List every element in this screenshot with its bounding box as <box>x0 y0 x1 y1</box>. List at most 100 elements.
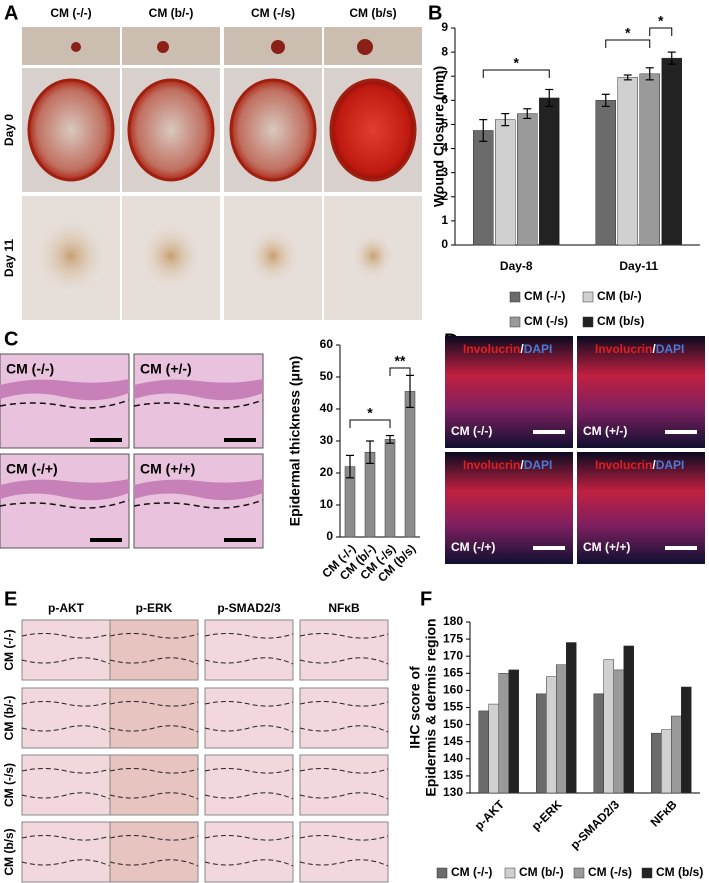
error-bar <box>623 74 632 81</box>
ihc-image <box>109 754 199 816</box>
ihc-image <box>21 687 111 749</box>
y-tick-label: 3 <box>441 165 448 179</box>
wound-mark <box>71 42 81 52</box>
fluorescence <box>445 452 573 564</box>
wound-mark <box>157 41 169 53</box>
error-bar <box>386 434 394 444</box>
annotation: * <box>367 405 373 421</box>
bar <box>384 439 396 538</box>
y-tick-label: 180 <box>443 614 463 628</box>
column-label: NFκB <box>328 601 360 615</box>
image-label: CM (+/+) <box>583 540 630 554</box>
y-tick-label: 170 <box>443 648 463 662</box>
bar <box>508 669 519 794</box>
wound-mark <box>357 39 373 55</box>
y-tick-label: 40 <box>320 401 334 415</box>
epidermis-band <box>134 479 263 501</box>
epidermis-band <box>134 379 263 401</box>
legend-swatch <box>582 291 594 303</box>
y-tick-label: 7 <box>441 68 448 82</box>
bracket <box>482 69 550 78</box>
error-bar <box>501 112 510 127</box>
bar <box>536 693 547 794</box>
boundary <box>21 768 111 800</box>
x-tick-label: Day-11 <box>619 259 658 273</box>
legend-swatch <box>641 867 653 879</box>
micrograph <box>0 453 130 549</box>
annotation: * <box>625 25 631 41</box>
error-bar <box>601 93 610 107</box>
y-tick-label: 130 <box>443 785 463 799</box>
y-tick-label: 1 <box>441 213 448 227</box>
image-label: CM (-/-) <box>451 424 492 438</box>
legend-label: CM (b/s) <box>656 865 703 879</box>
ihc-image <box>204 754 294 816</box>
y-tick-label: 5 <box>441 117 448 131</box>
stain-part: / <box>652 342 656 356</box>
annotation: * <box>658 13 664 29</box>
y-tick-label: 9 <box>441 20 448 34</box>
bar <box>639 73 660 246</box>
column-label: CM (b/s) <box>349 6 396 20</box>
y-axis-label: Epidermis & dermis region <box>423 618 439 796</box>
x-tick-label: p-AKT <box>472 797 508 833</box>
y-axis-label: IHC score of <box>407 666 423 749</box>
legend-label: CM (b/-) <box>519 865 564 879</box>
row-label: Day 0 <box>2 114 16 146</box>
epidermis-band <box>0 379 129 401</box>
bracket <box>349 419 391 428</box>
bar <box>517 113 538 246</box>
stain-part: DAPI <box>524 458 553 472</box>
bracket <box>605 39 651 48</box>
y-tick-label: 175 <box>443 631 463 645</box>
fluorescence <box>577 452 705 564</box>
ihc-image <box>299 754 389 816</box>
bracket <box>649 27 673 36</box>
boundary <box>21 835 111 867</box>
boundary <box>299 768 389 800</box>
y-tick-label: 4 <box>441 141 448 155</box>
wound <box>229 78 317 182</box>
bar <box>498 673 509 794</box>
epidermis-band <box>0 479 129 501</box>
y-axis-label: Epidermal thickness (μm) <box>287 356 303 526</box>
stain-part: / <box>520 458 524 472</box>
error-bar <box>346 454 354 479</box>
boundary <box>204 768 294 800</box>
bar <box>617 77 638 246</box>
column-label: p-ERK <box>136 601 173 615</box>
y-tick-label: 140 <box>443 751 463 765</box>
legend-label: CM (-/s) <box>524 314 568 328</box>
y-tick-label: 165 <box>443 665 463 679</box>
ihc-image <box>299 619 389 681</box>
stain-part: / <box>520 342 524 356</box>
wound <box>329 78 417 182</box>
scar <box>140 223 202 289</box>
panel-label: A <box>4 2 18 24</box>
x-tick-label: p-SMAD2/3 <box>567 797 622 852</box>
y-axis-label: Wound Closure (mm) <box>431 66 447 207</box>
bar <box>364 451 376 538</box>
image-label: CM (-/-) <box>6 361 54 377</box>
y-tick-label: 135 <box>443 768 463 782</box>
y-tick-label: 0 <box>326 529 333 543</box>
bar <box>651 732 662 794</box>
annotation: ** <box>395 353 406 369</box>
column-label: CM (-/-) <box>50 6 91 20</box>
y-tick-label: 30 <box>320 433 334 447</box>
bar <box>478 710 489 794</box>
bar <box>671 715 682 794</box>
boundary <box>21 701 111 733</box>
stain-part: Involucrin <box>595 458 652 472</box>
boundary <box>133 399 264 409</box>
bar <box>495 119 516 246</box>
legend-swatch <box>582 316 594 328</box>
y-tick-label: 60 <box>320 337 334 351</box>
boundary <box>299 701 389 733</box>
y-tick-label: 8 <box>441 44 448 58</box>
ihc-image <box>204 687 294 749</box>
bar <box>404 391 416 538</box>
y-tick-label: 6 <box>441 93 448 107</box>
